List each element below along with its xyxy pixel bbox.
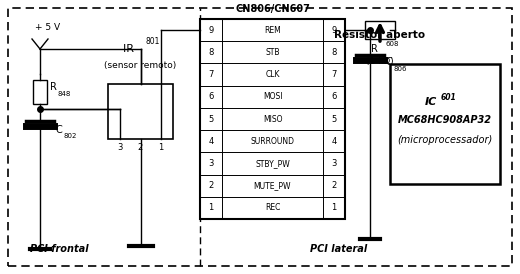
- Text: 9: 9: [209, 25, 214, 35]
- Text: Resistor aberto: Resistor aberto: [334, 30, 425, 40]
- Text: STB: STB: [265, 48, 280, 57]
- Text: (sensor remoto): (sensor remoto): [105, 61, 177, 70]
- Text: CLK: CLK: [265, 70, 280, 79]
- Text: C: C: [386, 57, 393, 67]
- Bar: [390, 64, 500, 184]
- Text: MOSI: MOSI: [263, 92, 282, 101]
- Bar: [365, 21, 395, 39]
- Text: 1: 1: [331, 203, 336, 212]
- Text: PCI frontal: PCI frontal: [30, 244, 88, 254]
- Bar: [200, 19, 345, 219]
- Text: 3: 3: [331, 159, 336, 168]
- Text: PCI lateral: PCI lateral: [310, 244, 367, 254]
- Text: 5: 5: [331, 115, 336, 124]
- Text: 5: 5: [209, 115, 214, 124]
- Text: 6: 6: [209, 92, 214, 101]
- Text: MUTE_PW: MUTE_PW: [254, 181, 291, 190]
- Text: 8: 8: [209, 48, 214, 57]
- Text: 1: 1: [209, 203, 214, 212]
- Text: 7: 7: [331, 70, 336, 79]
- Text: 802: 802: [63, 133, 76, 139]
- Text: C: C: [56, 125, 63, 135]
- Text: 801: 801: [145, 37, 160, 46]
- Text: (1 kΩ): (1 kΩ): [366, 57, 394, 66]
- Text: 2: 2: [209, 181, 214, 190]
- Text: R: R: [371, 44, 378, 54]
- Text: 8: 8: [331, 48, 336, 57]
- Text: 1: 1: [159, 143, 164, 152]
- Text: IC: IC: [425, 97, 437, 107]
- Text: 848: 848: [57, 90, 70, 96]
- Text: REC: REC: [265, 203, 280, 212]
- Text: 3: 3: [118, 143, 123, 152]
- Text: 3: 3: [209, 159, 214, 168]
- Text: SURROUND: SURROUND: [251, 137, 294, 146]
- Text: 4: 4: [331, 137, 336, 146]
- Text: 7: 7: [209, 70, 214, 79]
- Text: REM: REM: [264, 25, 281, 35]
- Text: 806: 806: [393, 66, 407, 72]
- Text: MC68HC908AP32: MC68HC908AP32: [398, 115, 492, 125]
- Text: STBY_PW: STBY_PW: [255, 159, 290, 168]
- Text: (microprocessador): (microprocessador): [397, 135, 492, 145]
- Text: 6: 6: [331, 92, 336, 101]
- Text: 608: 608: [385, 41, 398, 47]
- Text: 601: 601: [441, 93, 457, 102]
- Text: MISO: MISO: [263, 115, 282, 124]
- Bar: [108, 84, 173, 139]
- Bar: [33, 79, 47, 104]
- Text: + 5 V: + 5 V: [35, 23, 60, 32]
- Text: CN806/CN607: CN806/CN607: [235, 4, 310, 14]
- Text: 2: 2: [331, 181, 336, 190]
- Text: R: R: [50, 82, 57, 93]
- Text: IR: IR: [123, 44, 137, 54]
- Text: 4: 4: [209, 137, 214, 146]
- Text: 9: 9: [331, 25, 336, 35]
- Text: 2: 2: [138, 143, 143, 152]
